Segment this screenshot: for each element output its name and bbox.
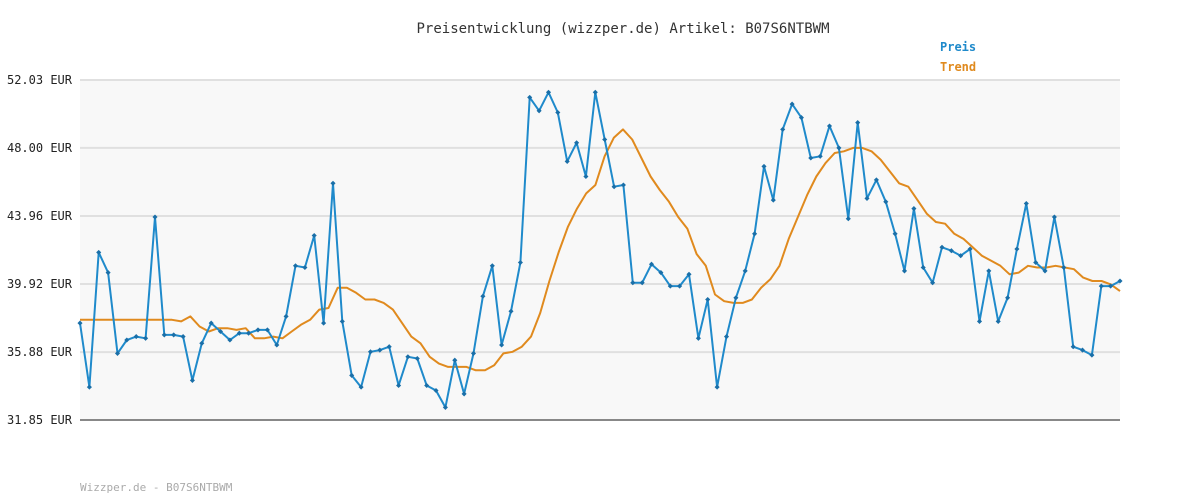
price-point — [976, 318, 983, 324]
price-point — [152, 214, 158, 220]
price-point — [864, 195, 870, 201]
price-point — [283, 313, 289, 319]
y-tick-label: 43.96 EUR — [7, 209, 73, 223]
price-point — [199, 340, 205, 346]
price-point — [321, 320, 327, 326]
y-tick-label: 48.00 EUR — [7, 141, 73, 155]
price-point — [424, 382, 430, 389]
price-point — [396, 382, 402, 389]
price-point — [414, 355, 420, 362]
grid-lines — [80, 79, 1120, 354]
price-point — [461, 391, 467, 397]
price-point — [405, 354, 411, 360]
price-point — [948, 248, 954, 254]
price-point — [658, 270, 664, 276]
price-point — [1051, 214, 1057, 220]
price-point — [96, 249, 102, 255]
price-point — [705, 296, 711, 303]
plot-area — [80, 80, 1120, 420]
price-point — [330, 180, 336, 186]
price-point — [171, 332, 177, 338]
price-point — [564, 158, 570, 164]
price-point — [292, 263, 299, 269]
price-point — [433, 387, 439, 394]
price-point — [995, 318, 1001, 324]
price-point — [480, 293, 486, 299]
price-point — [386, 344, 392, 350]
price-point — [302, 264, 308, 271]
price-point — [255, 327, 261, 333]
price-point — [1033, 259, 1039, 266]
price-point — [349, 372, 355, 378]
y-axis-ticks: 31.85 EUR 35.88 EUR 39.92 EUR 43.96 EUR 48.0… — [7, 73, 73, 427]
price-point — [274, 342, 280, 348]
price-point — [1070, 344, 1076, 350]
series-lines — [79, 91, 1121, 409]
price-point — [442, 404, 448, 410]
chart-title: Preisentwicklung (wizzper.de) Artikel: B… — [416, 21, 829, 37]
price-point — [452, 357, 458, 363]
price-point — [901, 268, 908, 274]
y-tick-label: 35.88 EUR — [7, 345, 73, 359]
price-point — [499, 342, 505, 348]
price-line — [79, 91, 1121, 409]
price-point — [911, 206, 917, 212]
price-point — [358, 384, 364, 390]
y-tick-label: 52.03 EUR — [7, 73, 73, 87]
price-point — [620, 182, 626, 188]
legend-trend: Trend — [940, 60, 976, 74]
trend-line — [80, 128, 1121, 372]
price-point — [246, 330, 252, 336]
price-point — [367, 349, 374, 355]
price-point — [1023, 200, 1029, 207]
price-point — [86, 384, 92, 390]
y-tick-label: 39.92 EUR — [7, 277, 73, 291]
price-point — [189, 377, 195, 383]
price-point — [227, 337, 233, 343]
price-point — [377, 347, 383, 353]
price-point — [1108, 283, 1114, 289]
price-point — [339, 318, 345, 324]
price-point — [508, 308, 514, 314]
price-point — [742, 268, 748, 274]
price-point — [986, 268, 992, 274]
price-point — [143, 335, 149, 341]
price-point — [1117, 278, 1123, 284]
price-point — [161, 332, 167, 338]
price-point — [133, 334, 139, 340]
price-point — [470, 350, 477, 356]
price-point — [686, 271, 692, 277]
y-tick-label: 31.85 EUR — [7, 413, 73, 427]
price-point — [583, 173, 589, 180]
price-point — [761, 163, 767, 169]
legend-price: Preis — [940, 40, 976, 54]
price-point — [1042, 268, 1048, 274]
price-point — [180, 334, 186, 340]
price-point — [208, 320, 214, 326]
price-point — [264, 327, 270, 333]
price-point — [77, 320, 83, 326]
price-point — [1014, 246, 1020, 252]
price-point — [217, 328, 224, 335]
price-point — [236, 330, 242, 336]
price-point — [489, 263, 495, 269]
price-point — [920, 264, 926, 271]
chart-footer: Wizzper.de - B07S6NTBWM — [80, 481, 233, 494]
price-point — [1005, 295, 1011, 301]
price-point — [1061, 264, 1067, 271]
